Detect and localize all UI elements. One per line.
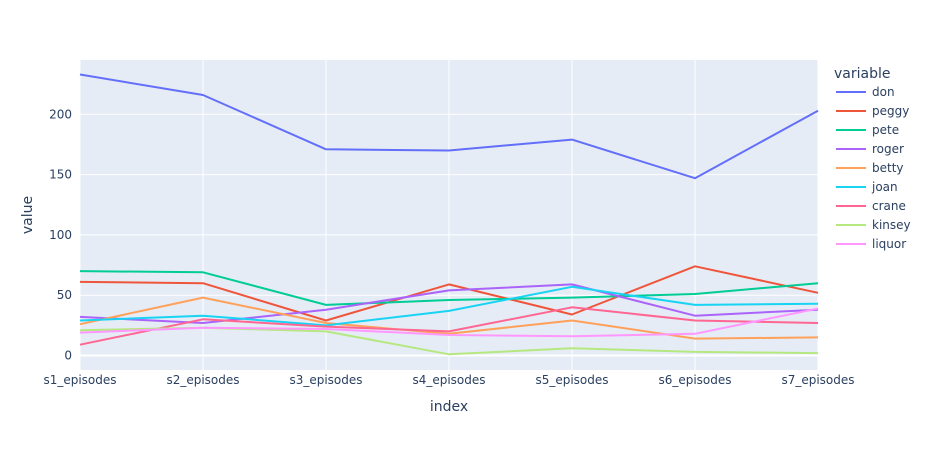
x-tick-label: s4_episodes xyxy=(412,373,485,387)
series-line-joan xyxy=(79,285,819,327)
legend-label-pete: pete xyxy=(872,123,899,137)
y-tick-label: 100 xyxy=(49,228,72,242)
legend-label-kinsey: kinsey xyxy=(872,218,911,232)
legend-label-crane: crane xyxy=(872,199,906,213)
series-line-crane xyxy=(79,306,819,346)
y-tick-label: 200 xyxy=(49,107,72,121)
legend-label-roger: roger xyxy=(872,142,904,156)
x-tick-label: s7_episodes xyxy=(781,373,854,387)
x-tick-label: s2_episodes xyxy=(166,373,239,387)
grid-lines xyxy=(79,60,819,370)
y-axis-title: value xyxy=(20,196,36,234)
x-axis-title: index xyxy=(430,399,468,415)
series-line-peggy xyxy=(79,265,819,322)
x-tick-label: s6_episodes xyxy=(658,373,731,387)
legend-label-don: don xyxy=(872,85,895,99)
x-tick-labels: s1_episodes s2_episodes s3_episodes s4_epis… xyxy=(43,373,854,387)
y-tick-label: 50 xyxy=(57,288,72,302)
y-tick-label: 150 xyxy=(49,168,72,182)
series-line-don xyxy=(79,73,819,180)
series-line-liquor xyxy=(79,307,819,338)
series-line-pete xyxy=(79,270,819,306)
x-tick-label: s5_episodes xyxy=(535,373,608,387)
legend-label-betty: betty xyxy=(872,161,904,175)
legend: variable don peggy pete roger betty joan crane… xyxy=(834,66,911,251)
legend-title: variable xyxy=(834,66,890,82)
x-tick-label: s3_episodes xyxy=(289,373,362,387)
series-line-roger xyxy=(79,283,819,324)
legend-label-liquor: liquor xyxy=(872,237,906,251)
legend-label-peggy: peggy xyxy=(872,104,909,118)
x-tick-label: s1_episodes xyxy=(43,373,116,387)
series-lines xyxy=(79,73,819,356)
y-tick-labels: 0 50 100 150 200 xyxy=(49,107,72,362)
y-tick-label: 0 xyxy=(64,349,72,363)
legend-label-joan: joan xyxy=(871,180,898,194)
series-line-betty xyxy=(79,296,819,340)
